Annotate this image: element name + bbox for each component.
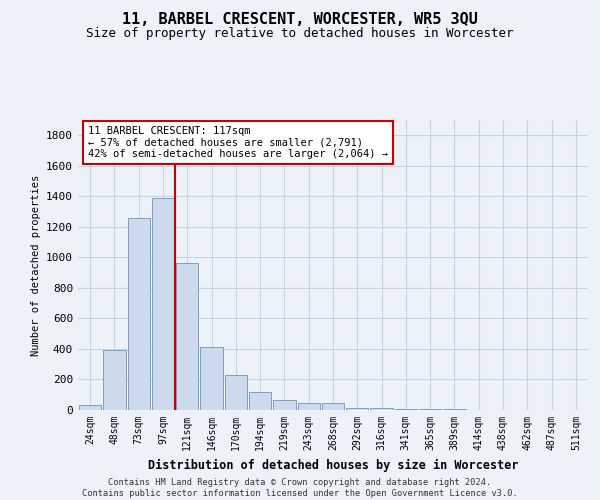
Text: 11, BARBEL CRESCENT, WORCESTER, WR5 3QU: 11, BARBEL CRESCENT, WORCESTER, WR5 3QU — [122, 12, 478, 28]
Bar — [370, 408, 393, 410]
Text: 11 BARBEL CRESCENT: 117sqm
← 57% of detached houses are smaller (2,791)
42% of s: 11 BARBEL CRESCENT: 117sqm ← 57% of deta… — [88, 126, 388, 159]
Bar — [443, 409, 466, 410]
Bar — [395, 409, 417, 410]
Y-axis label: Number of detached properties: Number of detached properties — [31, 174, 41, 356]
Bar — [273, 400, 296, 410]
Bar — [176, 264, 199, 410]
Bar — [103, 350, 125, 410]
Bar — [419, 409, 442, 410]
Bar — [249, 392, 271, 410]
Bar — [128, 218, 150, 410]
Text: Size of property relative to detached houses in Worcester: Size of property relative to detached ho… — [86, 28, 514, 40]
X-axis label: Distribution of detached houses by size in Worcester: Distribution of detached houses by size … — [148, 458, 518, 471]
Bar — [298, 403, 320, 410]
Bar — [152, 198, 174, 410]
Bar — [200, 346, 223, 410]
Bar — [322, 403, 344, 410]
Bar — [346, 408, 368, 410]
Bar — [79, 406, 101, 410]
Bar — [224, 375, 247, 410]
Text: Contains HM Land Registry data © Crown copyright and database right 2024.
Contai: Contains HM Land Registry data © Crown c… — [82, 478, 518, 498]
